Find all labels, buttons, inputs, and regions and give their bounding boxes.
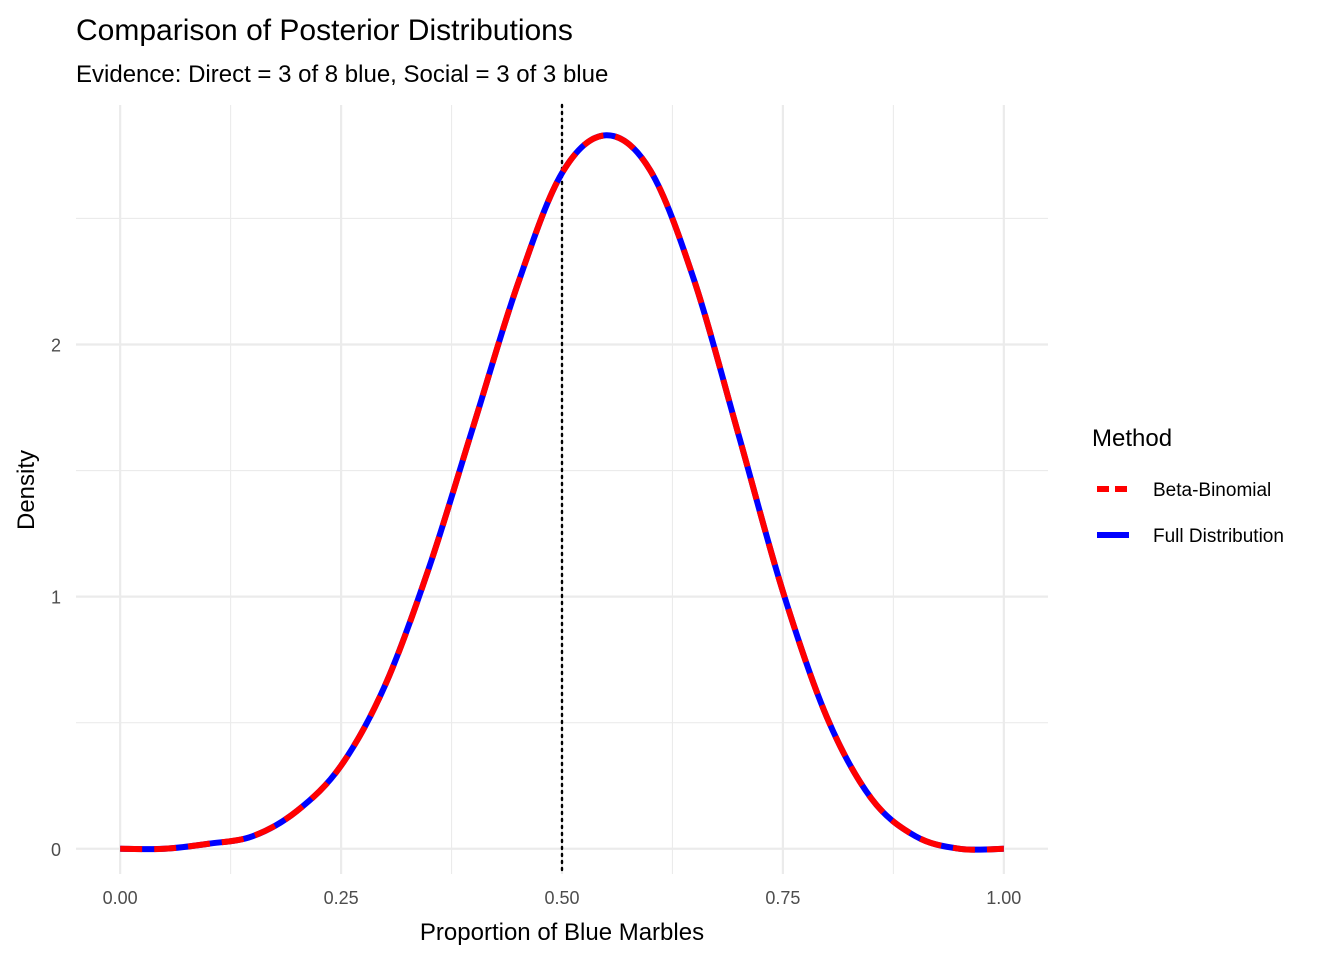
legend: Method Beta-Binomial Full Distribution xyxy=(1092,425,1284,547)
x-tick-label: 0.75 xyxy=(765,888,800,908)
x-tick-label: 0.50 xyxy=(544,888,579,908)
x-tick-label: 1.00 xyxy=(986,888,1021,908)
y-axis-ticks: 0 1 2 xyxy=(51,336,61,860)
chart-title: Comparison of Posterior Distributions xyxy=(76,14,573,47)
legend-label-beta-binomial: Beta-Binomial xyxy=(1153,480,1271,501)
y-axis-title: Density xyxy=(13,450,40,530)
legend-label-full-distribution: Full Distribution xyxy=(1153,526,1284,547)
y-tick-label: 1 xyxy=(51,588,61,608)
x-axis-ticks: 0.00 0.25 0.50 0.75 1.00 xyxy=(103,888,1022,908)
x-tick-label: 0.25 xyxy=(324,888,359,908)
series-line-beta-binomial xyxy=(120,132,1004,853)
y-tick-label: 2 xyxy=(51,336,61,356)
legend-title: Method xyxy=(1092,425,1172,452)
x-tick-label: 0.00 xyxy=(103,888,138,908)
series-group xyxy=(120,132,1004,853)
y-tick-label: 0 xyxy=(51,840,61,860)
x-axis-title: Proportion of Blue Marbles xyxy=(420,919,704,946)
chart-subtitle: Evidence: Direct = 3 of 8 blue, Social =… xyxy=(76,61,608,88)
